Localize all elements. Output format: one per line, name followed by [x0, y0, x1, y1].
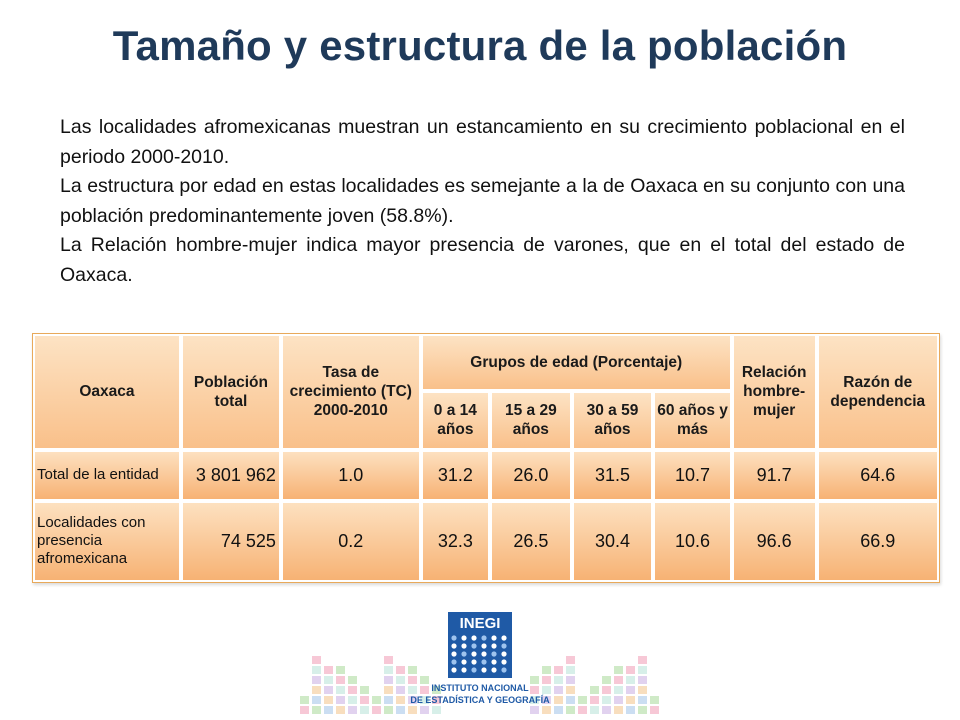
cell-razon: 66.9: [816, 500, 939, 582]
header-age-60-plus: 60 años y más: [653, 390, 732, 450]
header-razon: Razón de dependencia: [816, 334, 939, 450]
cell-razon: 64.6: [816, 449, 939, 501]
cell-poblacion: 74 525: [180, 500, 281, 582]
header-relacion: Relación hombre-mujer: [731, 334, 817, 450]
inegi-logo: INEGI INSTITUTO NACIONAL DE ESTADÍSTICA …: [300, 612, 659, 714]
header-grupos: Grupos de edad (Porcentaje): [420, 334, 732, 391]
paragraph-1: Las localidades afromexicanas muestran u…: [60, 116, 905, 168]
cell-age-30-59: 31.5: [571, 449, 654, 501]
cell-age-0-14: 32.3: [420, 500, 491, 582]
population-table: Oaxaca Población total Tasa de crecimien…: [32, 333, 940, 583]
cell-age-60-plus: 10.7: [653, 449, 732, 501]
cell-age-30-59: 30.4: [571, 500, 654, 582]
table-row: Total de la entidad 3 801 962 1.0 31.2 2…: [33, 449, 939, 501]
inegi-emblem: [448, 612, 512, 678]
emblem-dots: [451, 635, 507, 673]
cell-poblacion: 3 801 962: [180, 449, 281, 501]
cell-age-15-29: 26.0: [490, 449, 572, 501]
cell-age-60-plus: 10.6: [653, 500, 732, 582]
body-text: Las localidades afromexicanas muestran u…: [60, 113, 905, 290]
logo-line-1: INSTITUTO NACIONAL: [431, 683, 529, 693]
cell-age-0-14: 31.2: [420, 449, 491, 501]
logo-wordmark: INEGI: [460, 615, 501, 632]
row-label: Total de la entidad: [33, 449, 181, 501]
decorative-bars: [530, 656, 659, 714]
row-label: Localidades con presencia afromexicana: [33, 500, 181, 582]
cell-relacion: 91.7: [731, 449, 817, 501]
header-tasa: Tasa de crecimiento (TC) 2000-2010: [280, 334, 421, 450]
paragraph-2: La estructura por edad en estas localida…: [60, 175, 905, 227]
header-oaxaca: Oaxaca: [33, 334, 181, 450]
cell-tasa: 1.0: [280, 449, 421, 501]
cell-tasa: 0.2: [280, 500, 421, 582]
header-age-30-59: 30 a 59 años: [571, 390, 654, 450]
paragraph-3: La Relación hombre-mujer indica mayor pr…: [60, 234, 905, 286]
header-poblacion: Población total: [180, 334, 281, 450]
header-age-0-14: 0 a 14 años: [420, 390, 491, 450]
cell-age-15-29: 26.5: [490, 500, 572, 582]
page-title: Tamaño y estructura de la población: [112, 22, 848, 69]
decorative-bars: [300, 656, 441, 714]
header-age-15-29: 15 a 29 años: [490, 390, 572, 450]
cell-relacion: 96.6: [731, 500, 817, 582]
logo-line-2: DE ESTADÍSTICA Y GEOGRAFÍA: [410, 695, 550, 705]
table-row: Localidades con presencia afromexicana 7…: [33, 500, 939, 582]
